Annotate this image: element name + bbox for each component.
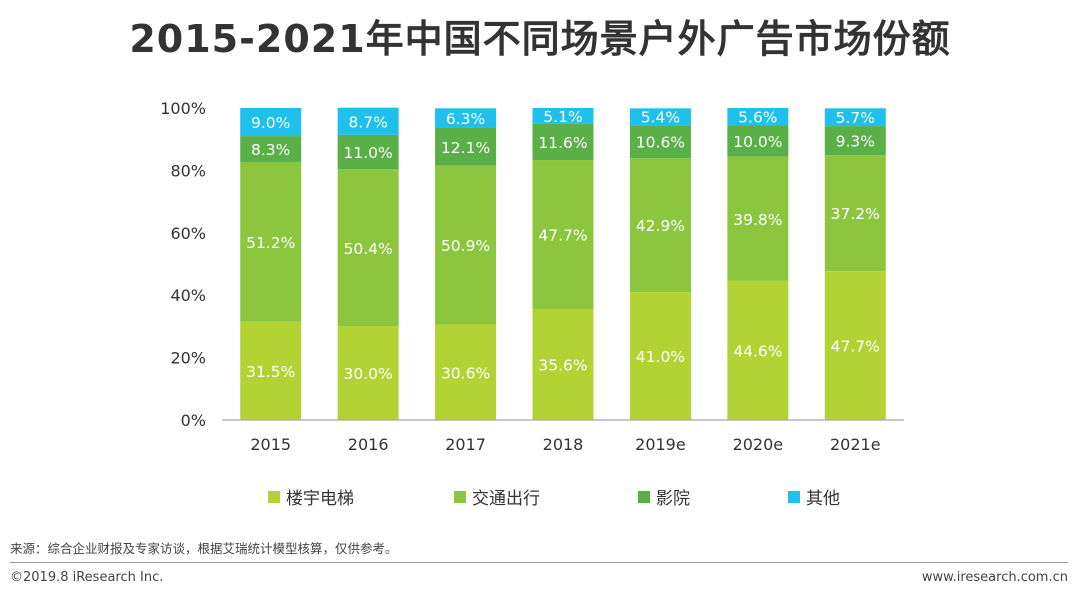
data-label: 10.6% [636,134,685,152]
bar-segment [727,280,789,420]
legend-swatch [454,490,466,503]
data-label: 47.7% [831,338,880,356]
footer-divider [10,562,1068,563]
bar-segment [629,292,691,420]
data-label: 41.0% [636,348,685,366]
bar-segment [532,308,594,420]
data-label: 11.6% [538,134,587,152]
bar-segment [824,155,886,272]
legend-label: 影院 [656,489,690,509]
data-label: 51.2% [246,234,295,252]
bar-segment [337,326,399,420]
bar-segment [727,156,789,281]
data-label: 11.0% [344,144,393,162]
data-label: 31.5% [246,363,295,381]
bar-segment [240,136,302,162]
bar-segment [240,161,302,322]
x-tick-label: 2021e [830,435,881,454]
data-label: 9.0% [251,114,290,132]
bar-segment [532,123,594,161]
chart-title: 2015-2021年中国不同场景户外广告市场份额 [129,17,951,61]
bar-segment [532,160,594,309]
legend-item-transport: 交通出行 [454,484,540,509]
data-label: 10.0% [733,133,782,151]
bar-segment [435,127,497,166]
bar-segment [337,134,399,170]
legend-item-cinema: 影院 [638,484,690,509]
data-label: 5.1% [543,108,582,126]
data-label: 5.4% [641,109,680,127]
data-label: 39.8% [733,211,782,229]
data-label: 5.7% [836,109,875,127]
legend-swatch [638,490,650,503]
data-label: 50.4% [344,240,393,258]
bar-segment [824,271,886,420]
legend-label: 楼宇电梯 [286,489,354,509]
data-label: 30.0% [344,365,393,383]
y-tick-label: 0% [181,411,206,430]
legend-label: 其他 [806,489,840,509]
stacked-bar-chart: 0% 20% 40% 60% 80% 100% 31.5% 51.2% 8.3% 9.0% 30.… [160,99,904,454]
legend-label: 交通出行 [472,489,540,509]
bar-segment [629,125,691,159]
x-tick-label: 2018 [543,435,584,454]
bar-segment [337,107,399,135]
data-label: 35.6% [538,356,587,374]
legend-item-building-elevator: 楼宇电梯 [268,484,354,509]
bar-segment [532,108,594,124]
copyright: ©2019.8 iResearch Inc. [10,570,164,585]
legend-item-other: 其他 [788,484,840,509]
source-note: 来源：综合企业财报及专家访谈，根据艾瑞统计模型核算，仅供参考。 [10,541,398,556]
y-tick-label: 60% [170,224,206,243]
legend-swatch [788,490,800,503]
data-label: 5.6% [738,109,777,127]
x-tick-label: 2016 [348,435,389,454]
y-tick-label: 80% [170,161,206,180]
x-tick-label: 2017 [445,435,486,454]
bar-segment [727,125,789,157]
bar-segment [727,108,789,126]
data-label: 47.7% [538,227,587,245]
data-label: 9.3% [836,133,875,151]
bar-segment [337,169,399,327]
data-label: 50.9% [441,237,490,255]
bar-segment [824,126,886,156]
data-label: 8.3% [251,141,290,159]
legend: 楼宇电梯 交通出行 影院 其他 [0,484,1080,509]
data-label: 42.9% [636,217,685,235]
y-tick-label: 20% [170,349,206,368]
bar-segment [435,108,497,128]
website-link[interactable]: www.iresearch.com.cn [921,570,1068,585]
bar-segment [435,324,497,420]
bar-segment [240,321,302,420]
data-label: 6.3% [446,110,485,128]
x-tick-label: 2020e [733,435,784,454]
legend-swatch [268,490,280,503]
bar-segment [629,158,691,293]
bar-segment [240,108,302,137]
data-label: 44.6% [733,342,782,360]
data-label: 37.2% [831,205,880,223]
x-tick-label: 2019e [635,435,686,454]
bar-segment [629,108,691,126]
data-label: 12.1% [441,139,490,157]
data-label: 30.6% [441,364,490,382]
bar-segment [435,165,497,325]
data-label: 8.7% [348,113,387,131]
y-tick-label: 40% [170,286,206,305]
bar-segment [824,108,886,127]
y-tick-label: 100% [160,99,206,118]
x-tick-label: 2015 [250,435,291,454]
